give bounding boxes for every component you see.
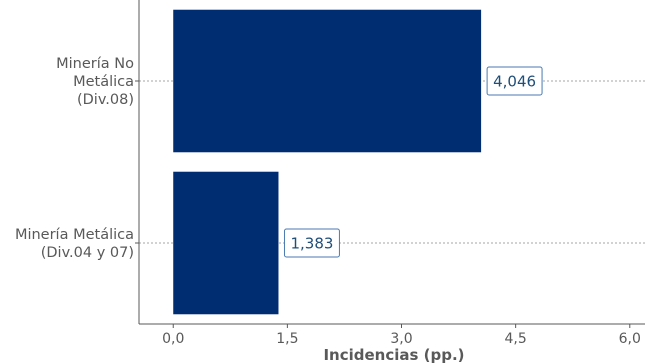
axes (135, 0, 645, 325)
category-label-line: (Div.04 y 07) (41, 245, 134, 261)
x-tick-label: 0,0 (162, 331, 184, 347)
data-label: 1,383 (290, 235, 333, 253)
x-tick-label: 3,0 (390, 331, 412, 347)
category-label-line: Minería Metálica (15, 227, 134, 243)
category-label-line: Minería No (56, 56, 134, 72)
category-label: Minería Metálica (Div.04 y 07) (15, 227, 134, 261)
x-axis-title: Incidencias (pp.) (323, 346, 464, 364)
x-tick-label: 4,5 (505, 331, 527, 347)
bar (173, 9, 482, 153)
x-ticks: 0,0 1,5 3,0 4,5 6,0 (162, 324, 641, 347)
x-tick-label: 6,0 (619, 331, 641, 347)
data-labels: 4,046 1,383 (283, 66, 543, 258)
category-label-line: (Div.08) (77, 92, 134, 108)
category-label: Minería No Metálica (Div.08) (56, 56, 134, 108)
bar (173, 171, 279, 315)
bars (173, 9, 482, 315)
data-label: 4,046 (493, 73, 536, 91)
category-labels: Minería No Metálica (Div.08) Minería Metáli… (15, 56, 134, 261)
x-tick-label: 1,5 (276, 331, 298, 347)
data-label-box (486, 66, 543, 96)
data-label-box (283, 228, 340, 258)
category-label-line: Metálica (73, 74, 134, 90)
